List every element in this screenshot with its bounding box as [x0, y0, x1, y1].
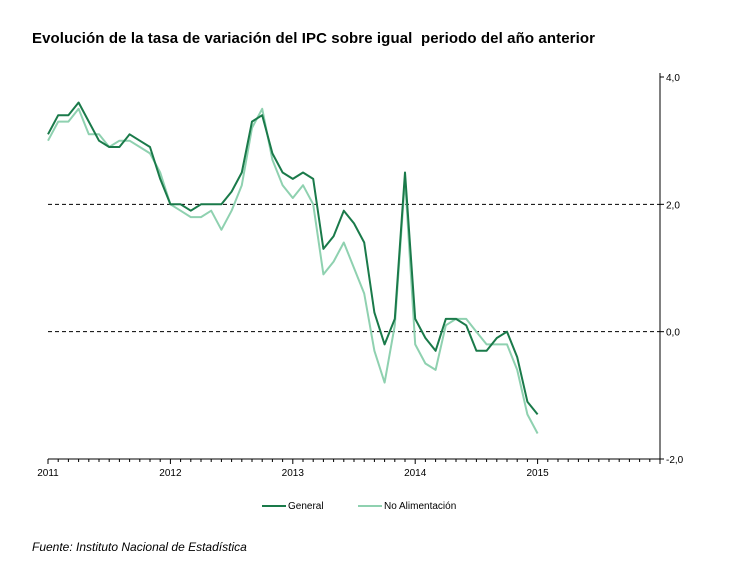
- y-tick-label: 0,0: [666, 328, 680, 339]
- x-tick-label: 2013: [282, 468, 305, 479]
- y-tick-label: -2,0: [666, 455, 684, 466]
- x-tick-label: 2014: [404, 468, 427, 479]
- series-line-no-alimentacion: [47, 107, 539, 434]
- x-tick-label: 2015: [526, 468, 549, 479]
- legend-label: General: [288, 501, 324, 512]
- chart-title: Evolución de la tasa de variación del IP…: [32, 30, 596, 47]
- x-tick-label: 2012: [159, 468, 182, 479]
- series-line-general: [47, 101, 539, 416]
- y-tick-label: 2,0: [666, 200, 680, 211]
- y-tick-label: 4,0: [666, 73, 680, 84]
- legend-label: No Alimentación: [384, 501, 456, 512]
- source-note: Fuente: Instituto Nacional de Estadístic…: [32, 540, 247, 554]
- x-tick-label: 2011: [37, 468, 59, 479]
